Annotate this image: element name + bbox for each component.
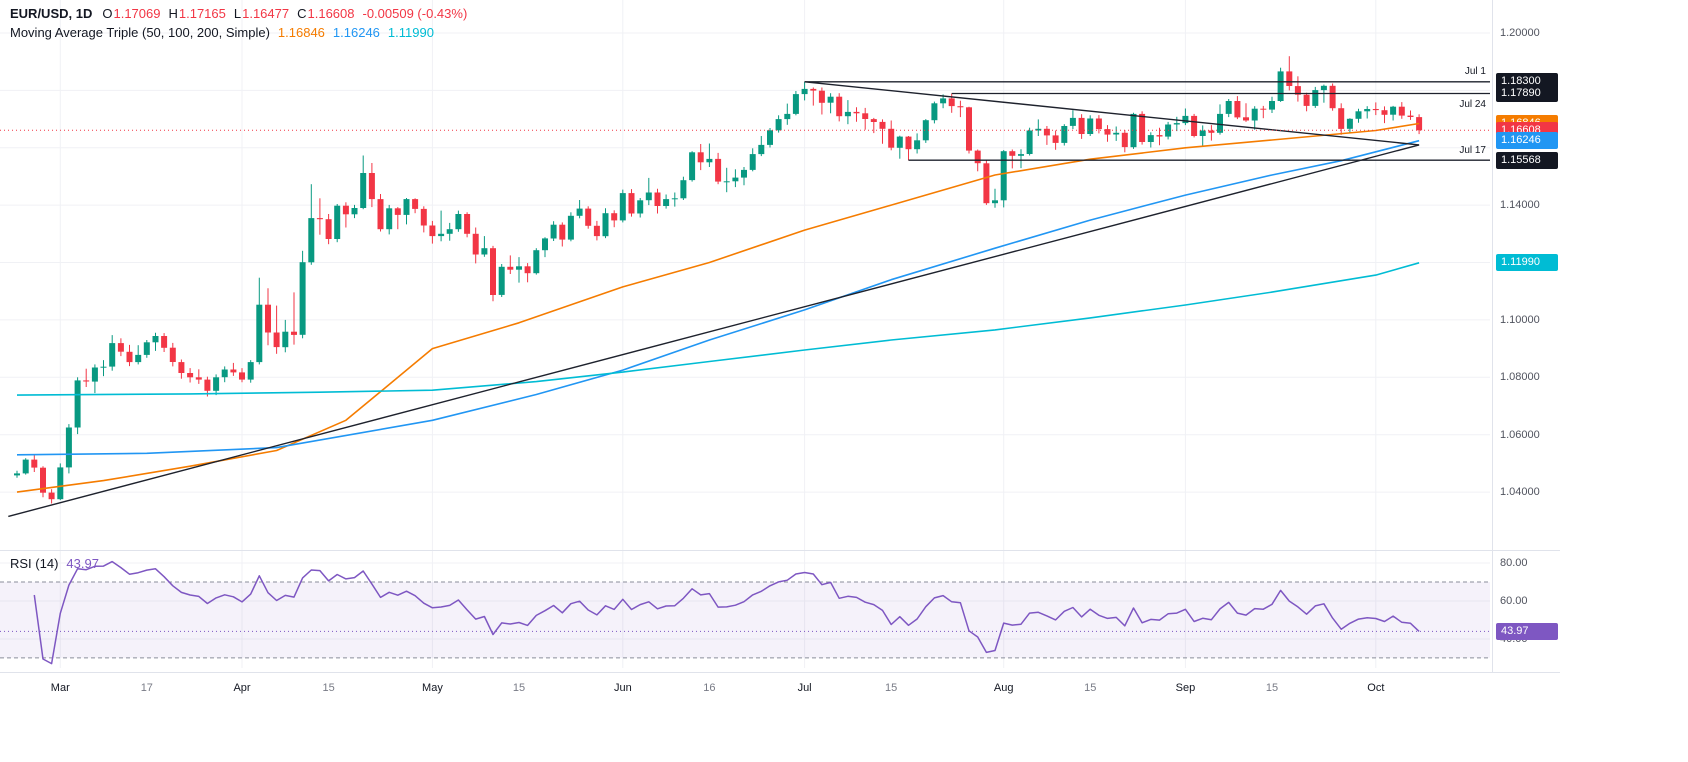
price-tick: 1.08000 [1500, 371, 1540, 384]
ma100-value: 1.16246 [332, 25, 380, 40]
time-label: Apr [233, 682, 251, 694]
rsi-title: RSI (14) [10, 556, 59, 571]
time-label: Jul [797, 682, 812, 694]
pane-separator[interactable] [0, 550, 1560, 551]
open-value: O1.17069 [102, 6, 161, 21]
ma-legend-row[interactable]: Moving Average Triple (50, 100, 200, Sim… [10, 25, 467, 44]
time-label: May [422, 682, 443, 694]
ma-line-200[interactable] [16, 262, 1420, 396]
price-axis-separator [1492, 0, 1493, 672]
grid-lines [0, 0, 1490, 668]
rsi-pane[interactable] [0, 560, 1490, 665]
close-value: C1.16608 [297, 6, 355, 21]
ma200-value: 1.11990 [387, 25, 434, 40]
time-label: 16 [703, 682, 716, 694]
time-label: 15 [322, 682, 335, 694]
horizontal-ray-drawings[interactable] [804, 81, 1490, 161]
price-tick: 1.10000 [1500, 313, 1540, 326]
ma-indicator-title: Moving Average Triple (50, 100, 200, Sim… [10, 25, 270, 40]
price-badge: 1.11990 [1496, 254, 1558, 272]
time-axis[interactable]: Mar 17 Apr 15 May 15 Jun 16 Jul 15 Aug 15 Sep 15 Oct [0, 672, 1560, 710]
rsi-value-badge: 43.97 [1496, 622, 1558, 640]
price-badge: 1.17890 [1496, 85, 1558, 103]
high-value: H1.17165 [168, 6, 226, 21]
rsi-tick: 80.00 [1500, 557, 1528, 569]
rsi-tick: 60.00 [1500, 594, 1528, 607]
chart-canvas[interactable] [0, 0, 1565, 672]
price-tick: 1.04000 [1500, 486, 1540, 499]
ma-line-50[interactable] [16, 122, 1420, 493]
price-axis[interactable]: 1.20000 1.14000 1.10000 1.08000 1.06000 1.040… [1492, 0, 1564, 672]
low-value: L1.16477 [233, 6, 290, 21]
time-label: Oct [1367, 682, 1385, 694]
price-tick: 1.20000 [1500, 26, 1540, 39]
time-label: Sep [1175, 682, 1196, 694]
time-axis-separator [0, 672, 1560, 673]
time-label: Jun [613, 682, 632, 694]
ma-line-100[interactable] [16, 139, 1420, 456]
symbol-legend-row[interactable]: EUR/USD, 1D O1.17069 H1.17165 L1.16477 C… [10, 6, 467, 25]
price-tick: 1.14000 [1500, 199, 1540, 212]
time-label: 15 [512, 682, 526, 694]
time-label: 17 [140, 682, 153, 694]
ma50-value: 1.16846 [277, 25, 325, 40]
rsi-value: 43.97 [66, 556, 99, 571]
change-value: -0.00509 (-0.43%) [362, 6, 468, 21]
symbol-title: EUR/USD, 1D [10, 6, 93, 21]
time-label: 15 [1265, 682, 1279, 694]
rsi-legend-row[interactable]: RSI (14) 43.97 [10, 556, 99, 575]
legend: EUR/USD, 1D O1.17069 H1.17165 L1.16477 C… [10, 6, 467, 44]
price-badge: 1.15568 [1496, 151, 1558, 169]
time-label: Aug [993, 682, 1014, 694]
time-label: 15 [1084, 682, 1097, 694]
price-badge: 1.16246 [1496, 132, 1558, 150]
time-label: 15 [885, 682, 898, 694]
time-label: Mar [50, 682, 70, 694]
candlestick-series[interactable] [14, 56, 1423, 504]
trendline-drawings[interactable] [8, 81, 1420, 518]
price-tick: 1.06000 [1500, 428, 1540, 441]
